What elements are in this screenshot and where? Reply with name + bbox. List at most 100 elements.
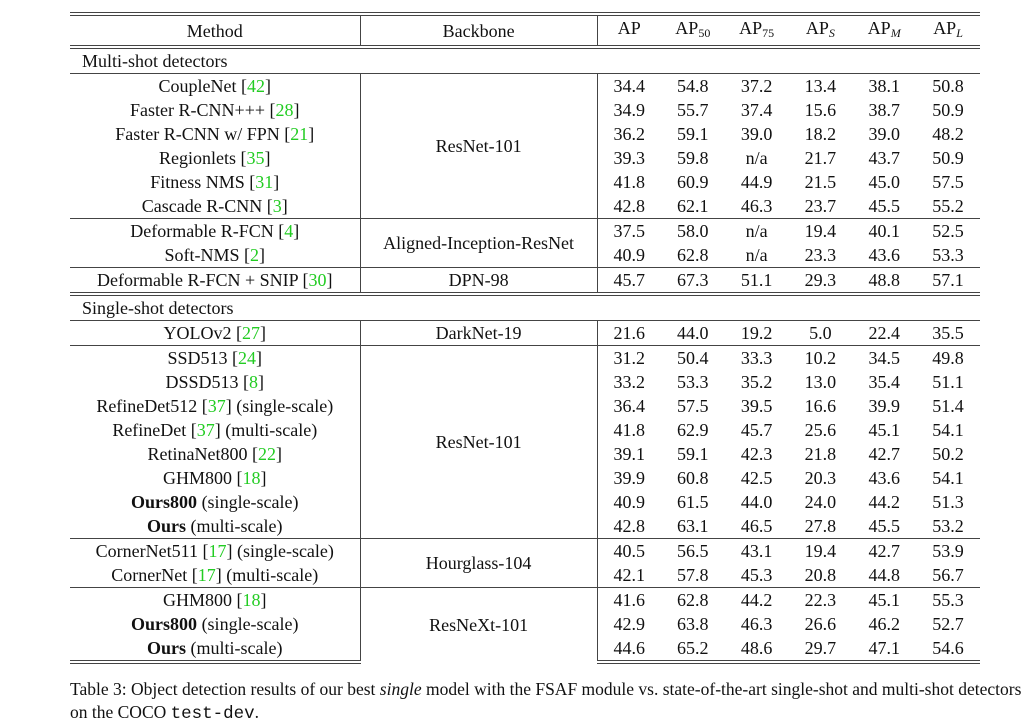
citation-link[interactable]: 18 — [242, 468, 261, 488]
method-cell: Ours800 (single-scale) — [70, 490, 361, 514]
method-name: GHM800 — [163, 468, 233, 488]
metric-value: 44.9 — [740, 172, 773, 192]
metric-value: 51.3 — [932, 492, 964, 512]
table-row: CornerNet511 [17] (single-scale) Hourglas… — [70, 538, 980, 588]
metric-value: 29.3 — [788, 267, 853, 294]
metric-value: 19.2 — [724, 320, 789, 346]
metric-value: 59.1 — [677, 444, 709, 464]
metric-value: n/a — [745, 148, 768, 168]
method-cell: GHM800 [18] — [70, 587, 361, 612]
metric-value: 38.1 — [852, 73, 917, 98]
metric-value: 56.7 — [932, 565, 964, 585]
method-suffix: (single-scale) — [197, 614, 299, 634]
citation-link[interactable]: 35 — [246, 148, 265, 168]
citation-link[interactable]: 22 — [258, 444, 277, 464]
metric-subscript: M — [890, 26, 901, 40]
metric-base: AP — [675, 18, 699, 38]
method-cell: DSSD513 [8] — [70, 370, 361, 394]
citation-link[interactable]: 18 — [242, 590, 261, 610]
metric-value: 47.1 — [852, 636, 917, 664]
metric-value: 40.5 — [597, 538, 661, 563]
method-cell: SSD513 [24] — [70, 345, 361, 370]
metric-value: 43.6 — [868, 468, 900, 488]
citation-link[interactable]: 28 — [275, 100, 294, 120]
metric-value: 34.4 — [597, 73, 661, 98]
metric-value: 31.2 — [597, 345, 661, 370]
metric-value: 55.2 — [932, 196, 964, 216]
caption-emphasis: single — [379, 679, 422, 699]
metric-value: 35.2 — [740, 372, 773, 392]
metric-value: 21.6 — [597, 320, 661, 346]
metric-value: 13.4 — [788, 73, 853, 98]
metric-value: 59.8 — [677, 148, 709, 168]
metric-value: 40.9 — [613, 492, 646, 512]
metric-value: 54.1 — [932, 468, 964, 488]
table-row: GHM800 [18] ResNeXt-101 41.6 62.8 44.2 22.3 45… — [70, 587, 980, 662]
method-name: SSD513 — [167, 348, 228, 368]
table-row: GHM800 [18] 39.9 60.8 42.5 20.3 43.6 54.1 — [70, 466, 980, 490]
citation-link[interactable]: 17 — [197, 565, 216, 585]
metric-value: 42.1 — [613, 565, 646, 585]
metric-base: AP — [739, 18, 763, 38]
header-row: Method Backbone AP AP50 AP75 APS APM APL — [70, 12, 980, 47]
metric-value: 46.5 — [740, 516, 773, 536]
citation-link[interactable]: 30 — [308, 270, 327, 290]
metric-value: 61.5 — [677, 492, 709, 512]
metric-value: 21.7 — [804, 148, 837, 168]
metric-value: 54.8 — [660, 73, 725, 98]
citation-link[interactable]: 37 — [207, 396, 226, 416]
table-row: Faster R-CNN+++ [28] 34.9 55.7 37.4 15.6 38.7… — [70, 98, 980, 122]
citation-link[interactable]: 2 — [250, 245, 260, 265]
table-row: Cascade R-CNN [3] 42.8 62.1 46.3 23.7 45.5 55.… — [70, 194, 980, 219]
method-name: Ours — [147, 516, 187, 536]
citation-link[interactable]: 17 — [208, 541, 227, 561]
metric-value: 22.3 — [788, 587, 853, 612]
method-cell: YOLOv2 [27] — [70, 320, 361, 346]
citation-link[interactable]: 24 — [238, 348, 257, 368]
metric-value: 62.9 — [677, 420, 709, 440]
citation-link[interactable]: 21 — [290, 124, 309, 144]
table-row: RefineDet512 [37] (single-scale) 36.4 57.5… — [70, 394, 980, 418]
metric-value: 45.1 — [868, 420, 900, 440]
metric-value: 42.7 — [868, 444, 900, 464]
method-name: RetinaNet800 — [147, 444, 248, 464]
citation-link[interactable]: 3 — [272, 196, 282, 216]
method-name: Regionlets — [159, 148, 237, 168]
section-title: Multi-shot detectors — [70, 45, 980, 74]
metric-value: 46.2 — [868, 614, 900, 634]
metric-value: 37.2 — [724, 73, 789, 98]
metric-value: 24.0 — [804, 492, 837, 512]
metric-value: 37.5 — [597, 218, 661, 243]
method-cell: Fitness NMS [31] — [70, 170, 361, 194]
metric-value: 41.8 — [613, 172, 646, 192]
metric-value: 60.8 — [677, 468, 709, 488]
citation-link[interactable]: 4 — [284, 221, 294, 241]
metric-value: 57.5 — [932, 172, 964, 192]
metric-value: 46.3 — [740, 196, 773, 216]
metric-value: 59.1 — [677, 124, 709, 144]
metric-value: 46.3 — [740, 614, 773, 634]
section-header-row: Multi-shot detectors — [70, 45, 980, 74]
method-name: DSSD513 — [165, 372, 239, 392]
citation-link[interactable]: 27 — [242, 323, 261, 343]
metric-value: 34.5 — [852, 345, 917, 370]
metric-value: 23.7 — [804, 196, 837, 216]
metric-value: 18.2 — [804, 124, 837, 144]
header-metric: APM — [852, 12, 917, 47]
metric-value: 48.2 — [932, 124, 964, 144]
citation-link[interactable]: 31 — [255, 172, 274, 192]
table-row: Ours (multi-scale) 42.8 63.1 46.5 27.8 45.5 53… — [70, 514, 980, 539]
method-cell: Ours (multi-scale) — [70, 514, 361, 539]
citation-link[interactable]: 37 — [196, 420, 215, 440]
table-row: Ours800 (single-scale) 42.9 63.8 46.3 26.6 46… — [70, 612, 980, 636]
header-metric: AP — [597, 12, 661, 47]
method-name: GHM800 — [163, 590, 233, 610]
citation-link[interactable]: 42 — [247, 76, 266, 96]
backbone-cell: ResNet-101 — [360, 345, 598, 539]
citation-link[interactable]: 8 — [249, 372, 259, 392]
method-name: Soft-NMS — [164, 245, 240, 265]
metric-value: 53.3 — [932, 245, 964, 265]
metric-value: 38.7 — [868, 100, 900, 120]
method-cell: RefineDet [37] (multi-scale) — [70, 418, 361, 442]
method-name: CoupleNet — [158, 76, 237, 96]
